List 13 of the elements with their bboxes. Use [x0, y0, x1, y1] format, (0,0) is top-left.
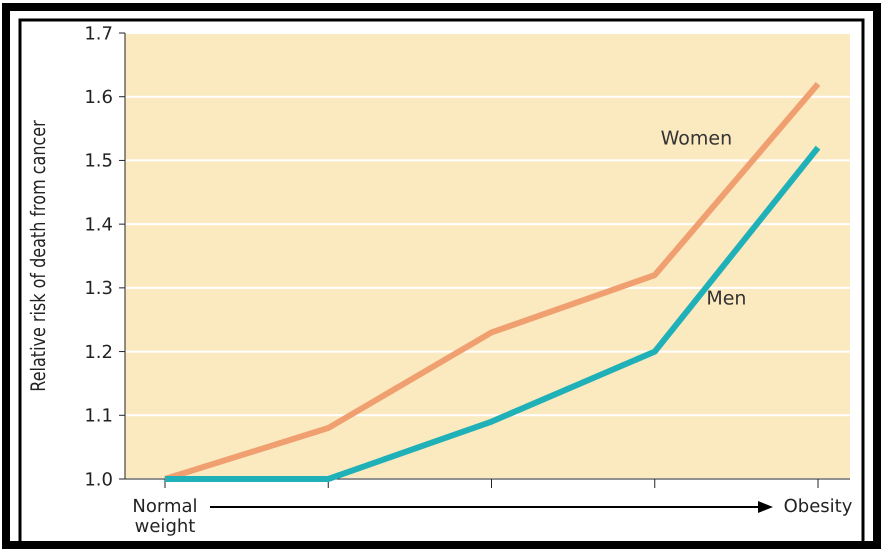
y-tick-label: 1.1	[84, 406, 113, 427]
y-tick-label: 1.0	[84, 469, 113, 490]
x-tick-label: Obesity	[784, 496, 853, 517]
y-tick-label: 1.5	[84, 150, 113, 172]
series-label: Women	[660, 128, 732, 150]
y-tick-label: 1.7	[84, 23, 113, 44]
x-tick-label: Normal weight	[132, 496, 198, 537]
y-tick-label: 1.6	[84, 87, 113, 108]
y-tick-label: 1.3	[84, 278, 113, 300]
y-axis-title: Relative risk of death from cancer	[27, 120, 51, 392]
y-tick-label: 1.4	[84, 214, 113, 236]
y-tick-label: 1.2	[84, 342, 113, 363]
series-label: Men	[706, 288, 746, 310]
